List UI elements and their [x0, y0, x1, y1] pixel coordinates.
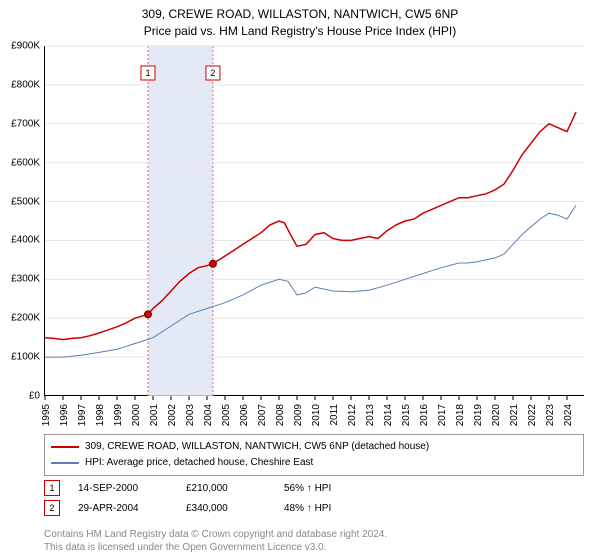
x-tick-label: 2003: [185, 404, 196, 426]
x-tick-label: 2012: [347, 404, 358, 426]
sales-table: 1 14-SEP-2000 £210,000 56% ↑ HPI 2 29-AP…: [44, 478, 584, 518]
series-property: [45, 112, 576, 340]
legend-swatch: [51, 462, 79, 464]
x-tick-label: 2021: [509, 404, 520, 426]
series-hpi: [45, 205, 576, 357]
sale-price: £210,000: [186, 483, 266, 494]
x-tick-label: 2016: [419, 404, 430, 426]
x-tick-label: 2023: [545, 404, 556, 426]
y-tick-label: £0: [0, 391, 40, 402]
sale-marker-number: 1: [145, 68, 150, 78]
y-tick-label: £100K: [0, 352, 40, 363]
plot-area: 12: [44, 46, 584, 396]
x-tick-label: 2015: [401, 404, 412, 426]
credit-line: This data is licensed under the Open Gov…: [44, 541, 584, 554]
x-tick-label: 1995: [41, 404, 52, 426]
legend-box: 309, CREWE ROAD, WILLASTON, NANTWICH, CW…: [44, 434, 584, 476]
legend-item-property: 309, CREWE ROAD, WILLASTON, NANTWICH, CW…: [51, 439, 577, 455]
sale-delta: 56% ↑ HPI: [284, 483, 331, 494]
title-address: 309, CREWE ROAD, WILLASTON, NANTWICH, CW…: [0, 6, 600, 23]
x-tick-label: 2022: [527, 404, 538, 426]
x-tick-label: 2024: [563, 404, 574, 426]
sale-row: 1 14-SEP-2000 £210,000 56% ↑ HPI: [44, 478, 584, 498]
sale-marker-icon: 2: [44, 500, 60, 516]
sale-marker-icon: 1: [44, 480, 60, 496]
x-tick-label: 1998: [95, 404, 106, 426]
legend-item-hpi: HPI: Average price, detached house, Ches…: [51, 455, 577, 471]
sale-marker-number: 2: [210, 68, 215, 78]
y-tick-label: £900K: [0, 41, 40, 52]
x-tick-label: 2017: [437, 404, 448, 426]
y-tick-label: £800K: [0, 79, 40, 90]
sale-row: 2 29-APR-2004 £340,000 48% ↑ HPI: [44, 498, 584, 518]
x-tick-label: 2000: [131, 404, 142, 426]
y-tick-label: £200K: [0, 313, 40, 324]
credit-text: Contains HM Land Registry data © Crown c…: [44, 528, 584, 554]
sale-price: £340,000: [186, 503, 266, 514]
y-tick-label: £700K: [0, 118, 40, 129]
x-tick-label: 2006: [239, 404, 250, 426]
x-tick-label: 2020: [491, 404, 502, 426]
y-tick-label: £600K: [0, 157, 40, 168]
title-subtitle: Price paid vs. HM Land Registry's House …: [0, 23, 600, 40]
legend-swatch: [51, 446, 79, 448]
plot-svg: 12: [45, 46, 585, 396]
y-tick-label: £400K: [0, 235, 40, 246]
sale-point: [144, 311, 151, 318]
x-tick-label: 2018: [455, 404, 466, 426]
legend-label: HPI: Average price, detached house, Ches…: [85, 455, 313, 471]
x-tick-label: 2009: [293, 404, 304, 426]
x-tick-label: 2001: [149, 404, 160, 426]
legend-label: 309, CREWE ROAD, WILLASTON, NANTWICH, CW…: [85, 439, 429, 455]
x-tick-label: 2008: [275, 404, 286, 426]
x-tick-label: 2004: [203, 404, 214, 426]
price-vs-hpi-chart: { "title_line1":"309, CREWE ROAD, WILLAS…: [0, 0, 600, 560]
x-tick-label: 1997: [77, 404, 88, 426]
sale-point: [209, 260, 216, 267]
y-tick-label: £500K: [0, 196, 40, 207]
x-tick-label: 2002: [167, 404, 178, 426]
x-tick-label: 2019: [473, 404, 484, 426]
x-tick-label: 2014: [383, 404, 394, 426]
y-tick-label: £300K: [0, 274, 40, 285]
sale-delta: 48% ↑ HPI: [284, 503, 331, 514]
x-tick-label: 2013: [365, 404, 376, 426]
credit-line: Contains HM Land Registry data © Crown c…: [44, 528, 584, 541]
x-tick-label: 2011: [329, 404, 340, 426]
x-tick-label: 2005: [221, 404, 232, 426]
x-tick-label: 2007: [257, 404, 268, 426]
x-tick-label: 1996: [59, 404, 70, 426]
x-tick-label: 2010: [311, 404, 322, 426]
x-tick-label: 1999: [113, 404, 124, 426]
sale-date: 14-SEP-2000: [78, 483, 168, 494]
chart-title: 309, CREWE ROAD, WILLASTON, NANTWICH, CW…: [0, 0, 600, 40]
sale-date: 29-APR-2004: [78, 503, 168, 514]
